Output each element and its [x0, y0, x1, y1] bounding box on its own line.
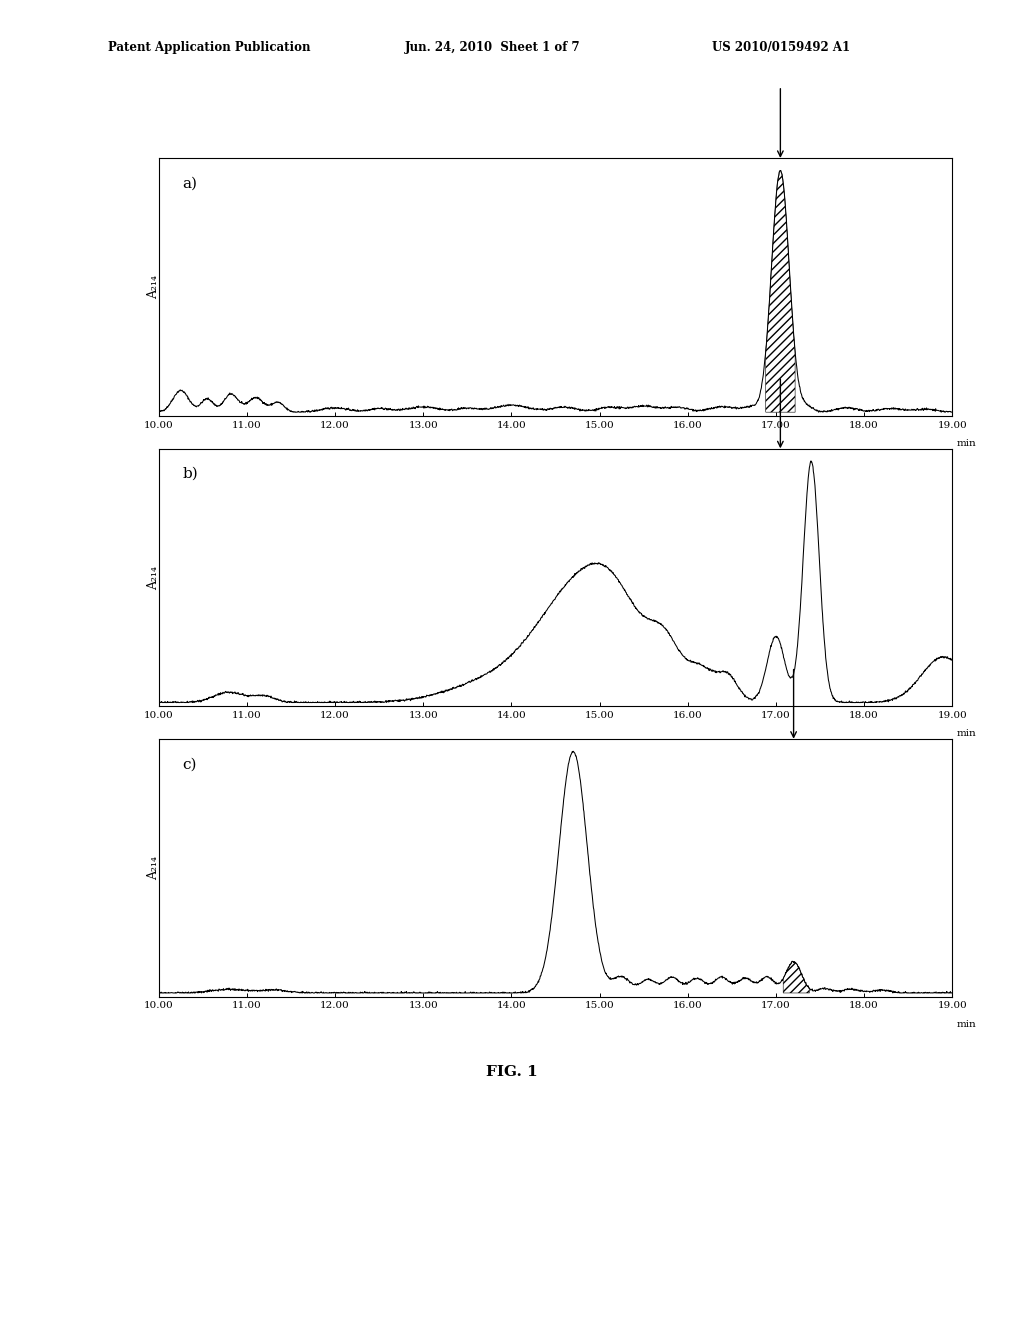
Text: Jun. 24, 2010  Sheet 1 of 7: Jun. 24, 2010 Sheet 1 of 7	[404, 41, 581, 54]
Text: FIG. 1: FIG. 1	[486, 1065, 538, 1078]
Text: min: min	[956, 440, 976, 447]
Y-axis label: A₂₁₄: A₂₁₄	[146, 855, 160, 880]
Text: c): c)	[182, 758, 197, 771]
Text: min: min	[956, 1020, 976, 1028]
Text: b): b)	[182, 467, 199, 480]
Text: min: min	[956, 730, 976, 738]
Y-axis label: A₂₁₄: A₂₁₄	[146, 565, 160, 590]
Text: Patent Application Publication: Patent Application Publication	[108, 41, 310, 54]
Text: US 2010/0159492 A1: US 2010/0159492 A1	[712, 41, 850, 54]
Y-axis label: A₂₁₄: A₂₁₄	[146, 275, 160, 300]
Text: a): a)	[182, 177, 198, 190]
